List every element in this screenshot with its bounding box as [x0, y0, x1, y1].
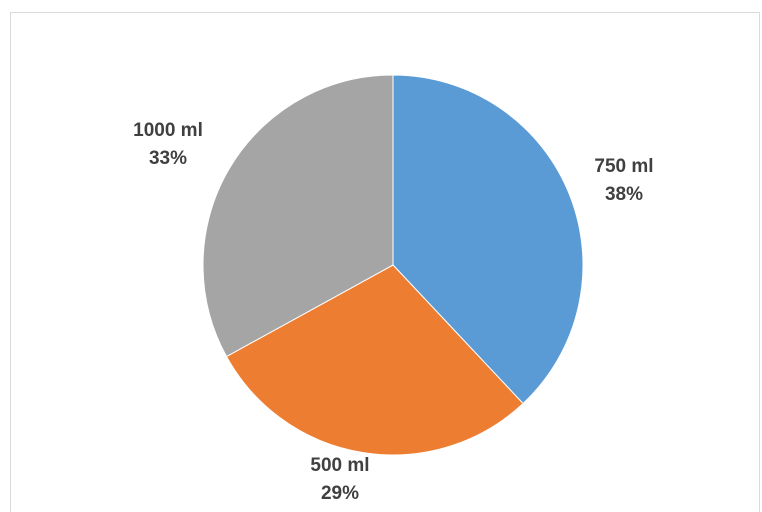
pie-slice-500-ml — [225, 264, 524, 456]
pie-slice-750-ml — [392, 74, 584, 405]
pie-slice-1000-ml — [202, 74, 394, 358]
pie-slices — [202, 74, 584, 456]
slice-label-percent: 29% — [321, 483, 359, 504]
slice-label-name: 500 ml — [310, 455, 369, 476]
pie-labels: 750 ml 38% 500 ml 29% 1000 ml 33% — [133, 120, 653, 504]
slice-label-name: 750 ml — [594, 156, 653, 177]
slice-label-percent: 33% — [149, 148, 187, 169]
slice-label-percent: 38% — [605, 184, 643, 205]
slice-label-name: 1000 ml — [133, 120, 203, 141]
